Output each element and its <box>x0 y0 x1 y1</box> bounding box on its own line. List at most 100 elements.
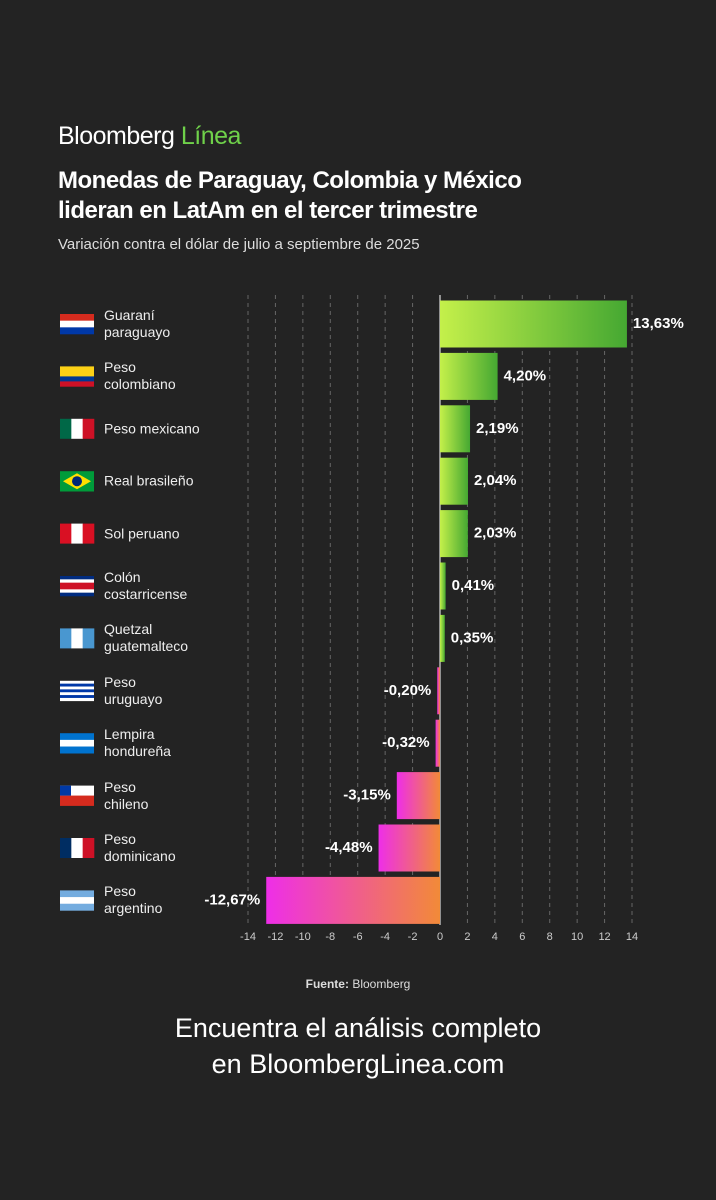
flag-stripe <box>82 628 95 649</box>
x-tick-label: 4 <box>492 931 498 943</box>
source: Fuente: Bloomberg <box>0 977 716 991</box>
category-label: Peso argentino <box>104 883 163 917</box>
flag <box>60 785 94 806</box>
flag-stripe <box>82 418 95 439</box>
bar <box>440 300 627 348</box>
x-tick-label: -4 <box>380 931 390 943</box>
flag-stripe <box>60 785 94 796</box>
source-label: Fuente: <box>305 977 349 991</box>
flag <box>60 471 94 492</box>
flag-stripe <box>60 890 94 898</box>
chart-subtitle: Variación contra el dólar de julio a sep… <box>58 236 420 253</box>
category-label: Lempira hondureña <box>104 726 171 760</box>
flag-stripe <box>60 582 94 587</box>
flag <box>60 838 95 858</box>
x-tick-label: 10 <box>571 931 583 943</box>
flag-stripe <box>71 838 83 858</box>
flag-stripe <box>60 589 94 593</box>
flag <box>60 418 95 439</box>
flag-stripe <box>60 692 94 696</box>
flag-circle <box>72 476 82 487</box>
x-tick-label: -14 <box>240 931 256 943</box>
flag-stripe <box>60 739 94 747</box>
category-label: Guaraní paraguayo <box>104 307 171 340</box>
x-tick-label: -8 <box>325 931 335 943</box>
x-tick-label: 14 <box>626 931 638 943</box>
value-label: -0,32% <box>382 734 430 751</box>
bar <box>435 719 440 767</box>
category-label: Real brasileño <box>104 472 194 489</box>
bar <box>266 876 440 924</box>
x-tick-label: 0 <box>437 931 443 943</box>
chart: -14 -12 -10 -8 -6 -4 -2 0 2 4 6 8 10 12 14 13,63% 4,20% 2… <box>60 295 684 943</box>
flag-stripe <box>60 576 94 580</box>
flag-stripe <box>60 689 94 693</box>
flag-stripe <box>71 523 83 544</box>
value-label: 13,63% <box>633 315 684 332</box>
category-label: Peso colombiano <box>104 359 176 393</box>
value-label: -0,20% <box>384 682 432 699</box>
flag-stripe <box>60 686 94 690</box>
flag-stripe <box>60 376 94 382</box>
flag <box>60 680 94 702</box>
bar <box>440 405 471 453</box>
flag-stripe <box>71 418 83 439</box>
category-label: Sol peruano <box>104 525 180 542</box>
flag <box>60 366 94 387</box>
bar <box>378 824 440 872</box>
brand-accent: Línea <box>180 122 242 150</box>
flag-stripe <box>60 592 94 597</box>
flag-stripe <box>60 683 94 687</box>
value-label: 4,20% <box>504 367 547 384</box>
value-label: -3,15% <box>343 787 391 804</box>
brand: Bloomberg Línea <box>58 122 241 151</box>
flag-box <box>60 785 71 796</box>
brand-name: Bloomberg <box>58 122 175 150</box>
source-name: Bloomberg <box>352 977 411 991</box>
flag-stripe <box>60 418 72 439</box>
value-label: 0,41% <box>452 577 495 594</box>
category-label: Peso uruguayo <box>104 673 163 707</box>
chart-title: Monedas de Paraguay, Colombia y México l… <box>58 167 522 224</box>
flag-stripe <box>60 795 94 806</box>
bar <box>440 352 498 400</box>
value-label: -4,48% <box>325 839 373 856</box>
bar <box>440 562 446 610</box>
flag <box>60 733 94 754</box>
x-tick-label: -10 <box>295 931 311 943</box>
flag-stripe <box>60 320 94 328</box>
value-label: 0,35% <box>451 629 494 646</box>
flag-stripe <box>60 628 72 649</box>
x-tick-label: 6 <box>519 931 525 943</box>
x-tick-label: 12 <box>598 931 610 943</box>
bar <box>396 772 440 820</box>
flag <box>60 628 95 649</box>
flag-stripe <box>60 695 94 699</box>
bar <box>437 667 440 715</box>
flag-stripe <box>60 903 94 911</box>
flag-stripe <box>60 314 94 321</box>
flag <box>60 890 94 911</box>
value-label: 2,04% <box>474 472 517 489</box>
flag <box>60 314 94 335</box>
bar <box>440 510 468 558</box>
flag-stripe <box>82 523 95 544</box>
category-label: Colón costarricense <box>104 569 188 602</box>
flag <box>60 576 94 597</box>
flag-stripe <box>60 523 72 544</box>
bar <box>440 614 445 662</box>
value-label: 2,03% <box>474 525 517 542</box>
x-tick-label: -6 <box>353 931 363 943</box>
flag-stripe <box>82 838 95 858</box>
flag-stripe <box>60 327 94 335</box>
flag <box>60 523 95 544</box>
x-tick-label: -12 <box>267 931 283 943</box>
flag-stripe <box>71 628 83 649</box>
flag-stripe <box>60 381 94 387</box>
x-tick-label: 8 <box>547 931 553 943</box>
category-label: Peso chileno <box>104 778 149 812</box>
flag-stripe <box>60 697 94 702</box>
flag-stripe <box>60 733 94 741</box>
flag-stripe <box>60 838 72 858</box>
